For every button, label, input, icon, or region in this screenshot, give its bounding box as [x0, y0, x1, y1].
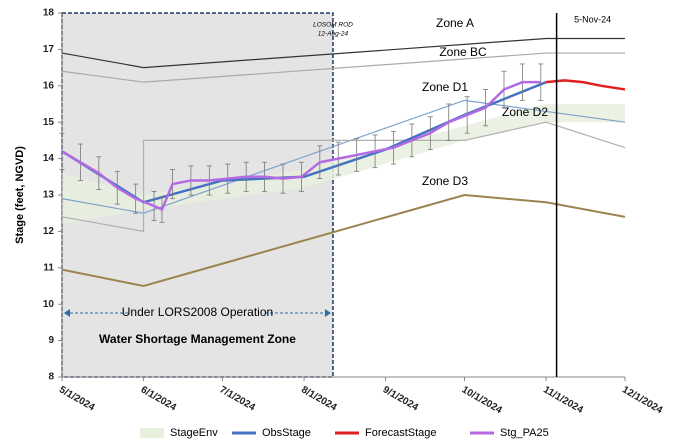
zone-label: Zone D3 — [422, 174, 468, 188]
x-tick-label: 12/1/2024 — [620, 384, 664, 416]
zone-line — [61, 37, 625, 69]
series-line — [61, 80, 541, 212]
zone-label: Zone D1 — [422, 80, 468, 94]
zone-label: Zone A — [436, 16, 474, 30]
operation-label: Under LORS2008 Operation — [122, 305, 273, 319]
zone-label: Zone D2 — [502, 105, 548, 119]
y-tick-label: 9 — [48, 335, 54, 346]
rod-label: LOSOM ROD — [313, 22, 353, 29]
x-tick-label: 8/1/2024 — [299, 384, 339, 413]
legend-swatch — [140, 428, 164, 438]
legend-label: StageEnv — [170, 427, 218, 439]
operation-label-bg — [129, 304, 266, 322]
x-tick-label: 9/1/2024 — [381, 384, 421, 413]
x-tick-label: 7/1/2024 — [218, 384, 258, 413]
zone-line — [61, 121, 626, 233]
y-tick-label: 13 — [43, 190, 55, 201]
shortage-label: Water Shortage Management Zone — [99, 332, 296, 346]
x-tick-label: 11/1/2024 — [541, 384, 585, 416]
y-tick-label: 18 — [43, 8, 55, 19]
zone-line — [61, 193, 626, 288]
now-date: 5-Nov-24 — [574, 14, 611, 24]
y-tick-label: 15 — [43, 117, 55, 128]
y-tick-label: 11 — [43, 262, 54, 273]
legend-label: Stg_PA25 — [500, 427, 549, 439]
y-tick-label: 10 — [43, 299, 55, 310]
y-tick-label: 14 — [43, 153, 55, 164]
zone-line — [61, 52, 625, 83]
legend-label: ForecastStage — [365, 427, 437, 439]
y-tick-label: 16 — [43, 80, 55, 91]
rod-date: 12-Aug-24 — [318, 31, 349, 38]
y-tick-label: 17 — [43, 44, 55, 55]
x-tick-label: 6/1/2024 — [139, 384, 179, 413]
series-line — [545, 79, 626, 91]
x-tick-label: 10/1/2024 — [460, 384, 504, 416]
zone-line — [61, 99, 626, 214]
zone-label: Zone BC — [439, 45, 487, 59]
y-axis-label: Stage (feet, NGVD) — [14, 146, 26, 244]
x-tick-label: 5/1/2024 — [57, 384, 97, 413]
legend-label: ObsStage — [262, 427, 311, 439]
y-tick-label: 8 — [48, 372, 54, 383]
y-tick-label: 12 — [43, 226, 55, 237]
